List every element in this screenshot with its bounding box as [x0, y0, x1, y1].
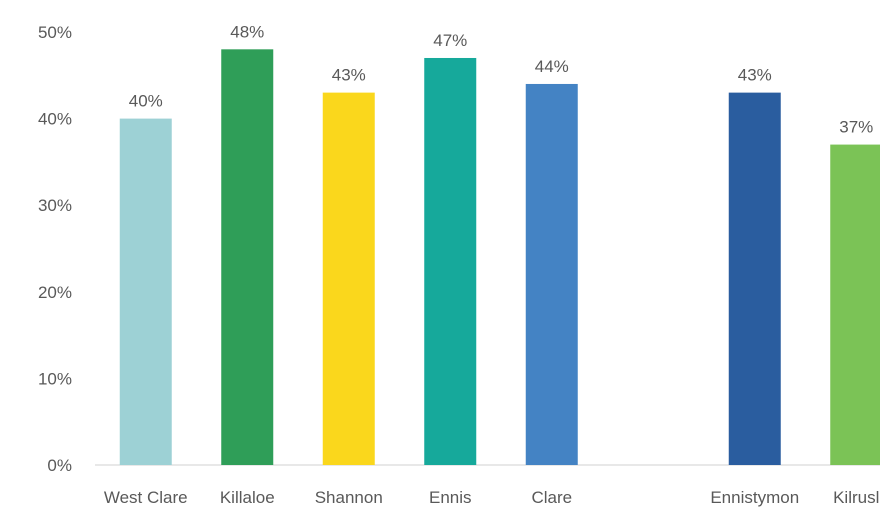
data-label: 43%: [738, 66, 772, 85]
category-label: Kilrusl: [833, 488, 879, 507]
category-labels: West Clare Killaloe Shannon Ennis Clare Ennis…: [104, 488, 880, 507]
data-label: 44%: [535, 57, 569, 76]
y-tick-label: 20%: [38, 283, 72, 302]
category-label: Killaloe: [220, 488, 275, 507]
data-label: 47%: [433, 31, 467, 50]
category-label: West Clare: [104, 488, 188, 507]
bar: [830, 144, 880, 465]
data-label: 40%: [129, 92, 163, 111]
bar: [221, 49, 274, 465]
bar: [424, 57, 477, 465]
y-tick-label: 10%: [38, 369, 72, 388]
bar: [728, 92, 781, 466]
category-label: Ennis: [429, 488, 472, 507]
category-label: Shannon: [315, 488, 383, 507]
data-label: 43%: [332, 66, 366, 85]
category-label: Clare: [531, 488, 572, 507]
y-tick-label: 50%: [38, 23, 72, 42]
bar: [525, 83, 578, 466]
category-label: Ennistymon: [710, 488, 799, 507]
data-label: 48%: [230, 22, 264, 41]
bars: [119, 49, 880, 466]
y-tick-label: 0%: [47, 456, 72, 475]
y-axis-ticks: 0% 10% 20% 30% 40% 50%: [38, 23, 72, 475]
bar: [322, 92, 375, 466]
data-labels: 40% 48% 43% 47% 44% 43% 37%: [129, 22, 874, 136]
data-label: 37%: [839, 118, 873, 137]
bar: [119, 118, 172, 465]
y-tick-label: 40%: [38, 110, 72, 129]
y-tick-label: 30%: [38, 196, 72, 215]
